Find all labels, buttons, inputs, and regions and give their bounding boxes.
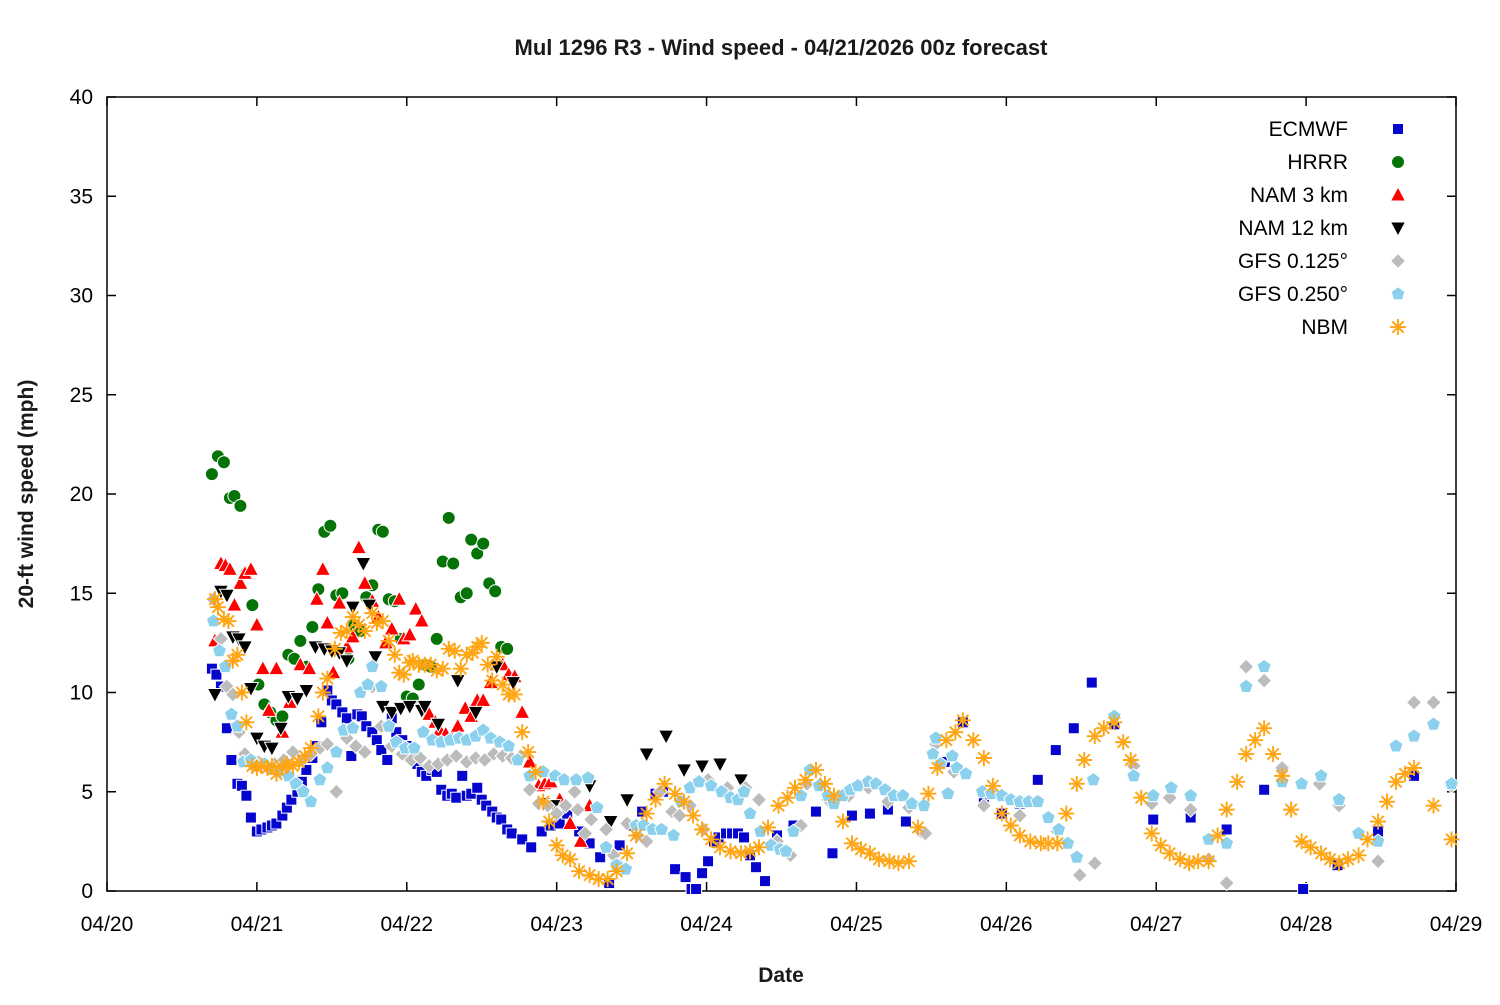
legend-item-gfs-0-250-: GFS 0.250°: [1238, 283, 1406, 306]
legend-item-ecmwf: ECMWF: [1269, 118, 1404, 141]
series-nbm: [206, 591, 1460, 888]
legend-label: ECMWF: [1269, 118, 1348, 141]
y-tick-label: 35: [70, 185, 93, 208]
y-tick-label: 30: [70, 285, 93, 308]
y-tick-label: 10: [70, 682, 93, 705]
y-tick-label: 0: [81, 880, 93, 903]
x-tick-label: 04/23: [530, 913, 583, 936]
y-tick-label: 15: [70, 582, 93, 605]
x-tick-label: 04/27: [1130, 913, 1183, 936]
x-tick-label: 04/22: [380, 913, 433, 936]
plot-points: [204, 449, 1460, 896]
legend-item-gfs-0-125-: GFS 0.125°: [1238, 250, 1407, 273]
y-tick-label: 25: [70, 384, 93, 407]
y-tick-label: 40: [70, 86, 93, 109]
x-tick-label: 04/21: [231, 913, 284, 936]
x-tick-label: 04/26: [980, 913, 1033, 936]
legend-label: NBM: [1301, 316, 1348, 339]
legend-label: GFS 0.250°: [1238, 283, 1348, 306]
x-tick-label: 04/24: [680, 913, 733, 936]
y-axis-label: 20-ft wind speed (mph): [15, 380, 38, 609]
plot-frame: 04/20 04/21 04/22 04/23 04/24 04/25 04/26 04/27…: [70, 86, 1483, 936]
x-tick-label: 04/25: [830, 913, 883, 936]
legend-label: GFS 0.125°: [1238, 250, 1348, 273]
legend-label: NAM 12 km: [1238, 217, 1348, 240]
y-tick-label: 5: [81, 781, 93, 804]
x-tick-label: 04/28: [1280, 913, 1333, 936]
chart-title: Mul 1296 R3 - Wind speed - 04/21/2026 00…: [515, 35, 1049, 60]
legend-label: HRRR: [1287, 151, 1348, 174]
legend-item-nbm: NBM: [1301, 316, 1406, 339]
y-tick-label: 20: [70, 483, 93, 506]
legend-item-nam-3-km: NAM 3 km: [1250, 184, 1407, 207]
x-axis-label: Date: [758, 964, 804, 987]
legend-item-nam-12-km: NAM 12 km: [1238, 217, 1407, 240]
series-gfs-0-250-: [205, 613, 1459, 876]
x-tick-label: 04/29: [1430, 913, 1483, 936]
x-tick-label: 04/20: [81, 913, 134, 936]
legend-item-hrrr: HRRR: [1287, 151, 1405, 174]
legend: ECMWF HRRR NAM 3 km NAM 12 km GFS 0.125° GFS …: [1238, 118, 1407, 339]
legend-label: NAM 3 km: [1250, 184, 1348, 207]
